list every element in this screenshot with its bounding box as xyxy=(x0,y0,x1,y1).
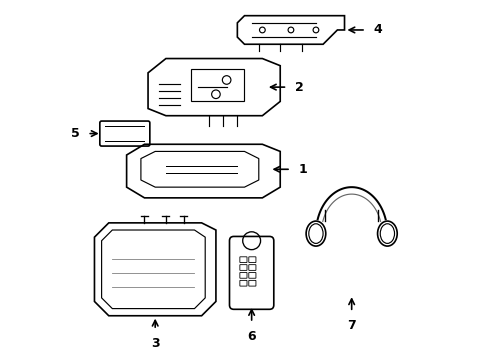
Text: 6: 6 xyxy=(247,330,255,343)
Text: 7: 7 xyxy=(346,319,355,332)
Text: 2: 2 xyxy=(294,81,303,94)
Text: 4: 4 xyxy=(372,23,381,36)
Text: 3: 3 xyxy=(151,337,159,350)
Text: 5: 5 xyxy=(71,127,80,140)
Text: 1: 1 xyxy=(298,163,306,176)
